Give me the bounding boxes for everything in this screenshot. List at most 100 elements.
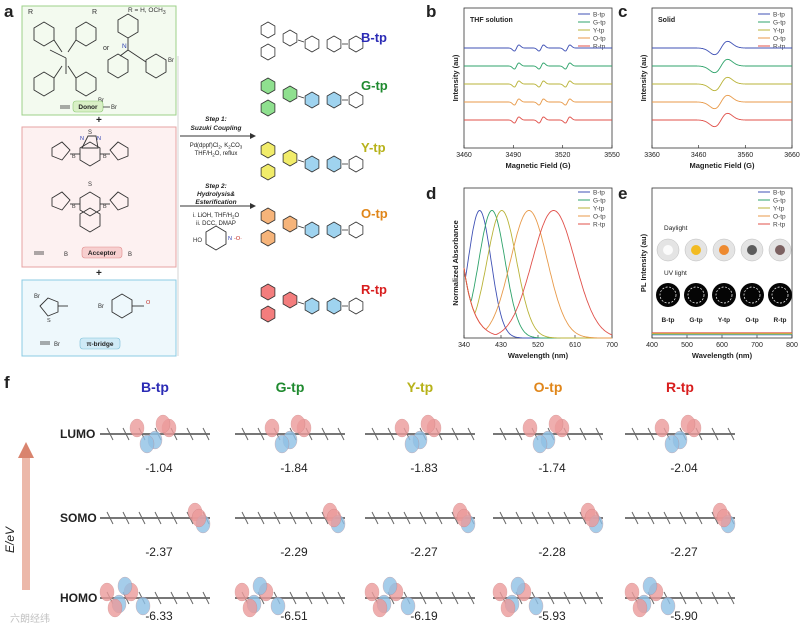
orbital-lobe xyxy=(394,418,410,438)
molecule-bond xyxy=(563,591,571,605)
product-ring xyxy=(282,291,298,309)
svg-text:Hydrolysis&: Hydrolysis& xyxy=(197,191,235,198)
product-label-o-tp: O-tp xyxy=(361,206,388,221)
svg-text:Esterification: Esterification xyxy=(195,199,236,206)
molecule-bond xyxy=(467,591,475,605)
x-axis-label: Wavelength (nm) xyxy=(508,351,569,360)
series-R-tp xyxy=(652,112,792,128)
svg-text:S: S xyxy=(47,318,51,324)
product-label-y-tp: Y-tp xyxy=(361,140,386,155)
x-tick-label: 520 xyxy=(532,342,544,349)
molecule-bond xyxy=(579,427,587,441)
orbital-lobe xyxy=(528,596,544,616)
orbital-lobe xyxy=(584,508,600,528)
series-Y-tp xyxy=(464,80,612,88)
x-tick-label: 600 xyxy=(716,342,728,349)
svg-text:Br: Br xyxy=(111,105,117,111)
legend-label-G-tp: G-tp xyxy=(593,20,606,27)
orbital-lobe xyxy=(664,434,680,454)
svg-text:-O·: -O· xyxy=(234,236,242,242)
series-R-tp xyxy=(463,210,613,336)
inset-sample-label-G-tp: G-tp xyxy=(689,317,702,324)
svg-text:S: S xyxy=(88,130,92,136)
orbital-lobe xyxy=(191,508,207,528)
orbital-plot-SOMO-G-tp xyxy=(235,502,346,534)
molecule-bond xyxy=(122,511,130,525)
svg-text:Step 2:: Step 2: xyxy=(205,183,227,190)
molecule-bond xyxy=(170,591,178,605)
legend-label-Y-tp: Y-tp xyxy=(593,28,605,35)
daylight-powder-B-tp xyxy=(663,245,673,255)
product-ring xyxy=(326,155,342,173)
series-Y-tp xyxy=(463,210,612,339)
molecule-bond xyxy=(695,591,703,605)
orbital-lobe xyxy=(456,508,472,528)
daylight-powder-Y-tp xyxy=(719,245,729,255)
product-ring xyxy=(260,283,276,301)
product-ring xyxy=(326,91,342,109)
orbital-plot-HOMO-B-tp xyxy=(99,576,210,618)
orbital-energy-value-SOMO-R-tp: -2.27 xyxy=(670,545,698,559)
svg-text:Br: Br xyxy=(54,342,60,348)
orbital-plot-HOMO-O-tp xyxy=(492,576,603,618)
orbital-energy-value-LUMO-B-tp: -1.04 xyxy=(145,461,173,475)
svg-text:i. LiOH, THF/H2O: i. LiOH, THF/H2O xyxy=(193,213,240,220)
svg-text:THF/H2O, reflux: THF/H2O, reflux xyxy=(195,151,238,158)
molecule-bond xyxy=(631,427,639,441)
legend-label-B-tp: B-tp xyxy=(593,190,605,197)
orbital-lobe xyxy=(400,596,416,616)
x-axis-label: Wavelength (nm) xyxy=(692,351,753,360)
svg-text:B: B xyxy=(128,252,132,258)
molecule-bond xyxy=(531,511,539,525)
uv-ring-R-tp xyxy=(771,286,789,304)
donor-structures xyxy=(33,13,167,97)
x-tick-label: 700 xyxy=(751,342,763,349)
legend-label-B-tp: B-tp xyxy=(773,12,785,19)
molecule-bond xyxy=(241,427,249,441)
legend-label-B-tp: B-tp xyxy=(773,190,785,197)
product-ring xyxy=(304,91,320,109)
molecule-bond xyxy=(138,511,146,525)
molecule-bond xyxy=(467,427,475,441)
series-O-tp xyxy=(464,98,612,106)
panel-letter-b: b xyxy=(426,2,437,21)
legend-label-R-tp: R-tp xyxy=(773,44,786,51)
orbital-lobe xyxy=(492,582,508,602)
orbital-plot-LUMO-Y-tp xyxy=(365,414,475,454)
molecule-bond xyxy=(106,511,114,525)
svg-text:R = H, OCH3: R = H, OCH3 xyxy=(128,7,166,16)
molecule-bond xyxy=(305,511,313,525)
x-tick-label: 3490 xyxy=(506,152,522,159)
orbital-row-label-SOMO: SOMO xyxy=(60,511,97,525)
panel-letter-c: c xyxy=(618,2,628,21)
orbital-lobe xyxy=(129,418,145,438)
product-ring xyxy=(260,141,276,159)
molecule-bond xyxy=(186,591,194,605)
product-ring xyxy=(260,21,276,39)
product-ring xyxy=(282,149,298,167)
series-B-tp xyxy=(463,210,612,339)
molecule-bond xyxy=(647,511,655,525)
product-structure-Y-tp xyxy=(260,141,364,181)
molecule-bond xyxy=(202,591,210,605)
series-Y-tp xyxy=(652,76,792,92)
x-axis-label: Magnetic Field (G) xyxy=(505,161,571,170)
uv-vial-B-tp xyxy=(656,283,680,307)
plot-frame xyxy=(651,187,793,339)
orbital-plot-SOMO-O-tp xyxy=(493,502,604,534)
orbital-lobe xyxy=(135,596,151,616)
orbital-energy-value-SOMO-O-tp: -2.28 xyxy=(538,545,566,559)
orbital-lobe xyxy=(252,576,268,596)
svg-text:N: N xyxy=(122,43,127,50)
orbital-lobe xyxy=(270,596,286,616)
product-ring xyxy=(326,221,342,239)
x-tick-label: 500 xyxy=(681,342,693,349)
product-ring xyxy=(260,163,276,181)
acceptor-structures xyxy=(51,135,129,233)
molecule-bond xyxy=(711,591,719,605)
bridge-structures xyxy=(39,293,144,319)
svg-text:Acceptor: Acceptor xyxy=(88,250,117,257)
product-bond xyxy=(297,39,305,43)
svg-text:O: O xyxy=(146,300,151,306)
product-bond xyxy=(297,95,305,99)
